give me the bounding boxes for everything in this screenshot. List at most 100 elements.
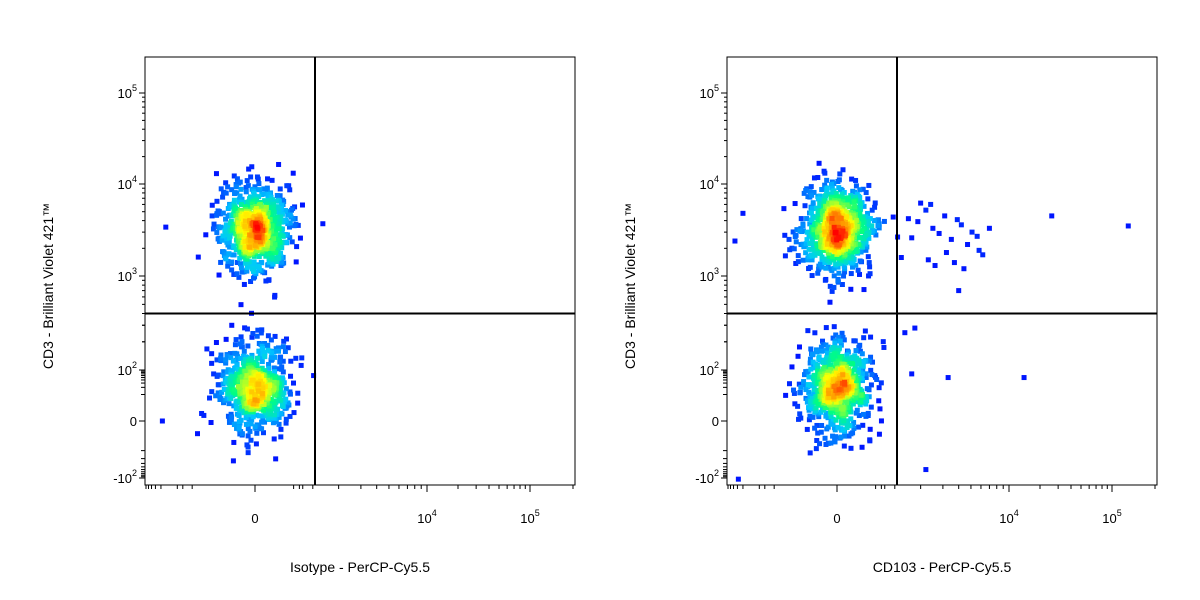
event-dot: [828, 366, 834, 372]
event-dot: [214, 357, 220, 363]
event-dot: [272, 406, 278, 412]
event-dot: [278, 434, 284, 440]
event-dot: [277, 193, 283, 199]
event-dot: [285, 345, 291, 351]
event-dot: [810, 352, 816, 358]
event-dot: [853, 183, 859, 189]
event-dot: [243, 368, 249, 374]
event-dot: [822, 170, 828, 176]
event-dot: [811, 175, 817, 181]
event-dot: [840, 427, 846, 433]
event-dot: [213, 340, 219, 346]
event-dot: [215, 372, 221, 378]
event-dot: [782, 232, 788, 238]
event-dot: [857, 258, 863, 264]
event-dot: [819, 373, 825, 379]
event-dot: [836, 334, 842, 340]
event-dot: [253, 441, 259, 447]
event-dot: [824, 375, 830, 381]
event-dot: [223, 379, 229, 385]
event-dot: [241, 199, 247, 205]
event-dot: [234, 371, 240, 377]
y-tick-label: 105: [700, 83, 719, 101]
event-dot: [839, 330, 845, 336]
event-dot: [802, 243, 808, 249]
event-dot: [822, 387, 828, 393]
y-tick-label: -102: [695, 468, 719, 486]
event-dot: [830, 416, 836, 422]
event-dot: [808, 240, 814, 246]
event-dot: [807, 221, 813, 227]
event-dot: [839, 233, 845, 239]
event-dot: [848, 416, 854, 422]
event-dot: [865, 196, 871, 202]
event-dot: [856, 413, 862, 419]
event-dot: [284, 183, 290, 189]
event-dot: [265, 347, 271, 353]
event-dot: [244, 178, 250, 184]
event-dot: [248, 421, 254, 427]
event-dot: [235, 216, 241, 222]
event-dot: [823, 193, 829, 199]
event-dot: [209, 351, 215, 357]
event-dot: [254, 333, 260, 339]
event-dot: [289, 239, 295, 245]
event-dot: [789, 364, 795, 370]
event-dot: [831, 273, 837, 279]
event-dot: [866, 216, 872, 222]
event-dot: [817, 261, 823, 267]
event-dot: [835, 224, 841, 230]
event-dot: [262, 350, 268, 356]
event-dot: [825, 380, 831, 386]
event-dot: [249, 164, 255, 170]
event-dot: [827, 299, 833, 305]
event-dot: [247, 428, 253, 434]
event-dot: [866, 182, 872, 188]
event-dot: [807, 360, 813, 366]
event-dot: [856, 271, 862, 277]
event-dot: [245, 412, 251, 418]
event-dot: [822, 182, 828, 188]
event-dot: [256, 231, 262, 237]
event-dot: [812, 425, 818, 431]
event-dot: [250, 268, 256, 274]
event-dot: [214, 198, 220, 204]
event-dot: [809, 237, 815, 243]
event-dot: [829, 185, 835, 191]
event-dot: [218, 259, 224, 265]
y-axis: -102 0 102 103 104 105: [695, 83, 727, 486]
event-dot: [816, 355, 822, 361]
event-dot: [867, 437, 873, 443]
event-dot: [220, 194, 226, 200]
event-dot: [811, 387, 817, 393]
x-axis-title: Isotype - PerCP-Cy5.5: [290, 559, 430, 575]
event-dot: [833, 417, 839, 423]
event-dot: [844, 370, 850, 376]
event-dot: [272, 354, 278, 360]
event-dot: [925, 257, 931, 263]
event-dot: [945, 375, 951, 381]
event-dot: [861, 335, 867, 341]
event-dot: [874, 377, 880, 383]
event-dot: [831, 394, 837, 400]
event-dot: [936, 230, 942, 236]
y-tick-label: -102: [113, 468, 137, 486]
event-dot: [236, 274, 242, 280]
event-dot: [781, 206, 787, 212]
event-dot: [226, 401, 232, 407]
event-dot: [833, 332, 839, 338]
event-dot: [267, 383, 273, 389]
event-dot: [251, 259, 257, 265]
event-dot: [835, 410, 841, 416]
event-dot: [930, 225, 936, 231]
event-dot: [236, 412, 242, 418]
event-dot: [810, 414, 816, 420]
event-dot: [260, 346, 266, 352]
event-dot: [232, 342, 238, 348]
event-dot: [273, 232, 279, 238]
event-dot: [254, 234, 260, 240]
event-dot: [909, 371, 915, 377]
event-dot: [869, 372, 875, 378]
event-dot: [256, 348, 262, 354]
event-dot: [276, 226, 282, 232]
